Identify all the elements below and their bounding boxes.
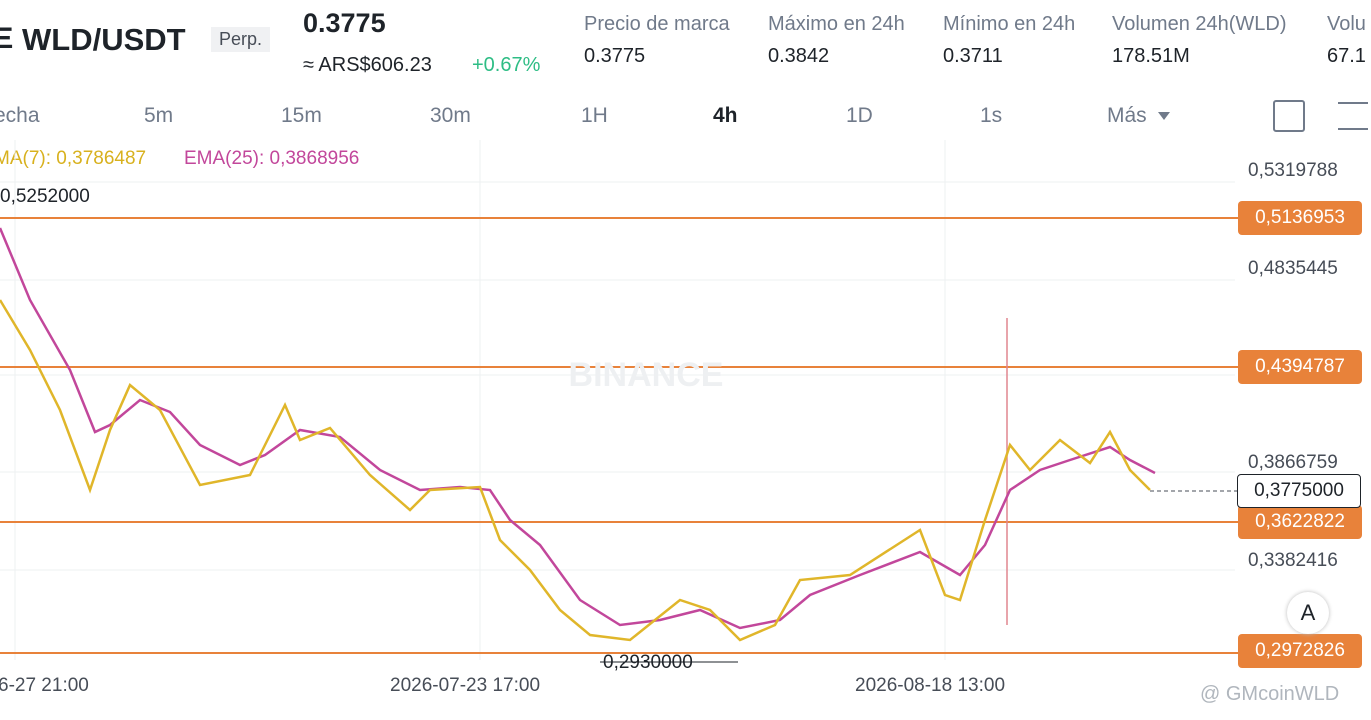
pair[interactable]: WLD/USDT [22, 22, 186, 57]
settings-button[interactable] [1338, 102, 1368, 130]
stat-value: 178.51M [1112, 45, 1190, 67]
stat-value: 0.3842 [768, 45, 830, 67]
fullscreen-button[interactable] [1273, 100, 1305, 132]
ma-indicator: MA(7): 0,3786487 [0, 148, 147, 169]
price-axis-label: 0,3382416 [1248, 550, 1338, 571]
stat-value: 67.1 [1327, 45, 1366, 67]
stat-label: Volumen 24h(WLD) [1112, 13, 1287, 35]
interval-tab[interactable]: 30m [430, 104, 471, 127]
interval-tab[interactable]: 1s [980, 104, 1003, 127]
stat-label: Mínimo en 24h [943, 13, 1076, 35]
price-axis-label: 0,3866759 [1248, 452, 1338, 473]
scale-mode-button[interactable]: A [1287, 592, 1329, 634]
time-axis-label: 2026-08-18 13:00 [855, 675, 1006, 696]
level-label: 0,2972826 [1238, 634, 1362, 668]
chart: BINANCE [0, 140, 1240, 663]
level-label: 0,4394787 [1238, 350, 1362, 384]
fiat-price: ≈ ARS$606.23 [303, 54, 432, 76]
stat-label: Precio de marca [584, 13, 730, 35]
low-marker: 0,2930000 [603, 652, 693, 673]
interval-tab[interactable]: 15m [281, 104, 322, 127]
level-label: 0,3622822 [1238, 505, 1362, 539]
interval-tab[interactable]: echa [0, 104, 40, 127]
stat-value: 0.3775 [584, 45, 646, 67]
high-marker: 0,5252000 [0, 186, 90, 207]
time-axis-label: 2026-07-23 17:00 [390, 675, 541, 696]
current-price-label: 0,3775000 [1237, 474, 1361, 508]
time-axis-label: 6-27 21:00 [0, 675, 89, 696]
dropdown-arrow [1158, 112, 1170, 120]
grid [0, 140, 1235, 660]
interval-tab[interactable]: Más [1107, 104, 1147, 127]
stat-value: 0.3711 [943, 45, 1003, 67]
watermark: BINANCE [569, 356, 724, 394]
interval-tab[interactable]: 5m [144, 104, 174, 127]
stat-label: Máximo en 24h [768, 13, 905, 35]
icon: Ξ [0, 22, 14, 55]
ema-indicator: EMA(25): 0,3868956 [184, 148, 360, 169]
ema-line [0, 227, 1156, 630]
stat-label: Volu [1327, 13, 1366, 35]
price-axis-label: 0,4835445 [1248, 258, 1338, 279]
badge: Perp. [211, 27, 271, 52]
interval-tab[interactable]: 1D [846, 104, 873, 127]
interval-tab[interactable]: 1H [581, 104, 608, 127]
credit: @ GMcoinWLD [1200, 683, 1340, 705]
change: +0.67% [472, 54, 541, 76]
price-axis-label: 0,5319788 [1248, 160, 1338, 181]
ma-line [0, 299, 1151, 642]
interval-tab[interactable]: 4h [713, 104, 738, 127]
price: 0.3775 [303, 8, 386, 38]
level-lines [0, 217, 1240, 654]
level-label: 0,5136953 [1238, 201, 1362, 235]
